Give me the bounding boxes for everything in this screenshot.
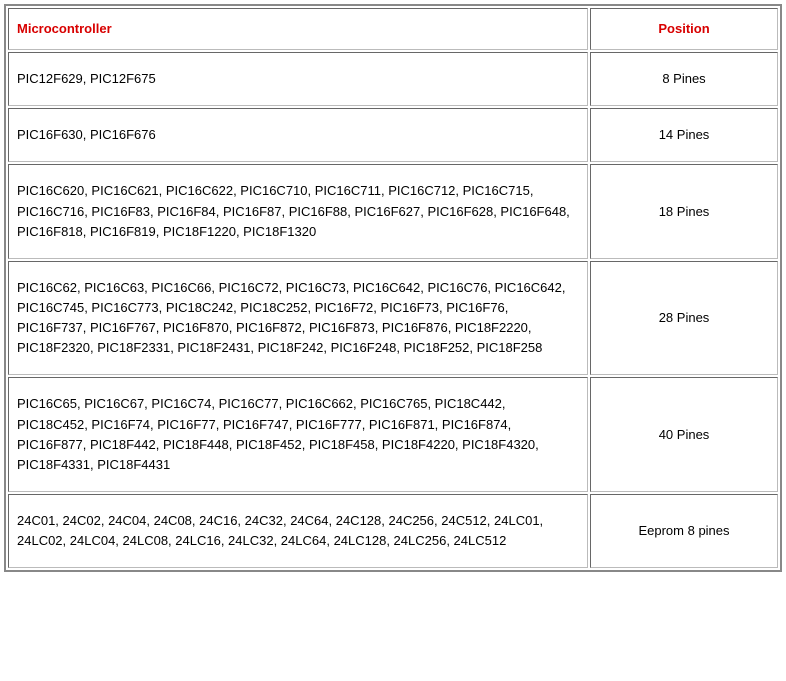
microcontroller-cell: PIC12F629, PIC12F675 [8, 52, 588, 106]
table-row: 24C01, 24C02, 24C04, 24C08, 24C16, 24C32… [8, 494, 778, 568]
microcontroller-cell: PIC16C65, PIC16C67, PIC16C74, PIC16C77, … [8, 377, 588, 492]
position-cell: Eeprom 8 pines [590, 494, 778, 568]
position-cell: 14 Pines [590, 108, 778, 162]
microcontroller-cell: PIC16F630, PIC16F676 [8, 108, 588, 162]
microcontroller-cell: PIC16C620, PIC16C621, PIC16C622, PIC16C7… [8, 164, 588, 258]
position-cell: 28 Pines [590, 261, 778, 376]
table-row: PIC12F629, PIC12F675 8 Pines [8, 52, 778, 106]
microcontroller-cell: PIC16C62, PIC16C63, PIC16C66, PIC16C72, … [8, 261, 588, 376]
column-header-microcontroller: Microcontroller [8, 8, 588, 50]
position-cell: 18 Pines [590, 164, 778, 258]
position-cell: 8 Pines [590, 52, 778, 106]
table-row: PIC16C620, PIC16C621, PIC16C622, PIC16C7… [8, 164, 778, 258]
microcontroller-cell: 24C01, 24C02, 24C04, 24C08, 24C16, 24C32… [8, 494, 588, 568]
column-header-position: Position [590, 8, 778, 50]
table-row: PIC16C62, PIC16C63, PIC16C66, PIC16C72, … [8, 261, 778, 376]
microcontroller-table: Microcontroller Position PIC12F629, PIC1… [4, 4, 782, 572]
table-header-row: Microcontroller Position [8, 8, 778, 50]
table-row: PIC16C65, PIC16C67, PIC16C74, PIC16C77, … [8, 377, 778, 492]
table-row: PIC16F630, PIC16F676 14 Pines [8, 108, 778, 162]
position-cell: 40 Pines [590, 377, 778, 492]
